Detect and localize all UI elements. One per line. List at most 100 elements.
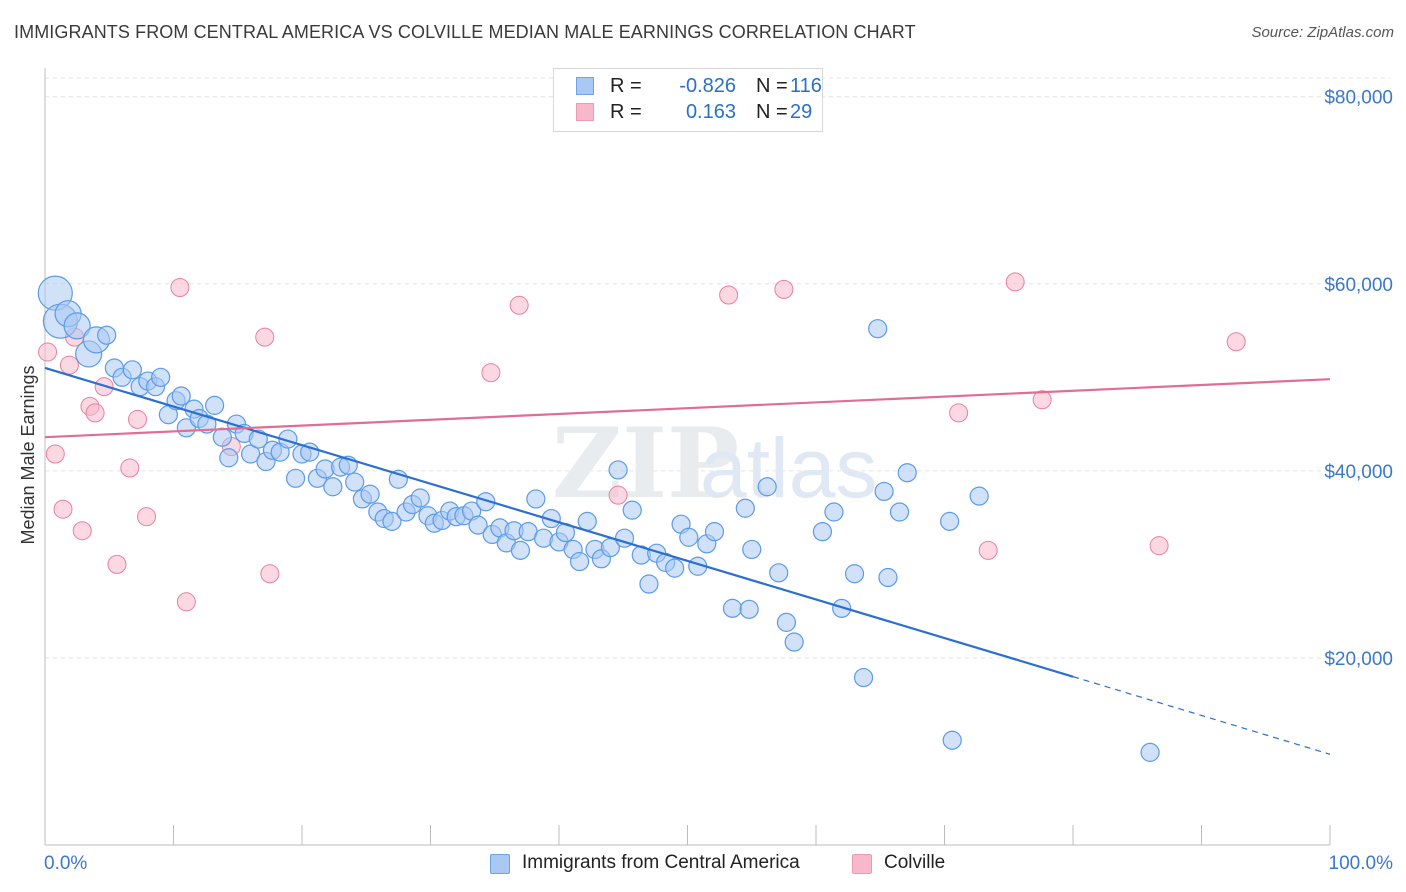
y-tick-label: $20,000 <box>1324 649 1393 670</box>
colville-point <box>260 564 280 584</box>
axis-labels: $20,000 $40,000 $60,000 $80,000 0.0% 100.0% Me… <box>18 88 1393 874</box>
legend-n-label: N = <box>756 101 788 123</box>
central-america-point <box>382 511 402 531</box>
central-america-point <box>345 472 365 492</box>
colville-trend <box>44 378 1331 439</box>
colville-point <box>1149 536 1169 556</box>
central-america-point <box>241 444 261 464</box>
colville-point <box>107 554 127 574</box>
central-america-point <box>722 598 743 618</box>
watermark-zip: ZIP <box>552 407 739 520</box>
central-america-point <box>844 564 865 584</box>
central-america-point <box>942 730 962 750</box>
central-america-point <box>476 492 496 512</box>
central-america-point <box>776 612 797 632</box>
colville-point <box>978 540 998 560</box>
central-america-trend <box>44 366 1074 678</box>
central-america-point <box>735 498 755 518</box>
y-tick-label: $60,000 <box>1324 275 1393 296</box>
colville-point <box>128 409 148 429</box>
legend-swatch-pink <box>852 854 872 874</box>
legend-r-label: R = <box>610 75 642 97</box>
colville-point <box>1032 390 1052 410</box>
legend-swatch-blue <box>490 854 510 874</box>
trend-lines <box>44 366 1331 755</box>
central-america-point <box>874 481 894 502</box>
central-america-point <box>969 486 989 506</box>
central-america-point <box>679 527 699 547</box>
colville-point <box>1226 332 1246 352</box>
central-america-point <box>360 484 380 504</box>
colville-point <box>509 295 529 315</box>
central-america-point <box>868 319 888 339</box>
central-america-point <box>897 463 917 483</box>
central-america-point <box>410 488 430 508</box>
watermark-atlas: atlas <box>700 421 877 515</box>
colville-point <box>481 363 501 383</box>
x-tick-label-end: 100.0% <box>1329 853 1394 874</box>
central-america-point <box>608 460 628 480</box>
central-america-point <box>248 429 268 449</box>
legend-r-value: -0.826 <box>679 75 736 97</box>
central-america-point <box>212 427 232 447</box>
central-america-point <box>824 502 844 522</box>
central-america-points <box>37 275 1160 762</box>
central-america-point <box>639 574 659 594</box>
colville-point <box>255 327 275 347</box>
legend-r-value: 0.163 <box>685 101 736 123</box>
central-america-point <box>323 477 343 497</box>
colville-point <box>38 342 58 362</box>
colville-point <box>1005 272 1025 292</box>
central-america-point <box>742 539 762 560</box>
central-america-point <box>205 395 225 415</box>
central-america-point <box>541 508 561 529</box>
central-america-point <box>526 489 546 509</box>
central-america-point <box>889 502 910 522</box>
colville-point <box>608 485 628 505</box>
x-tick-label-start: 0.0% <box>44 853 87 874</box>
source-label: Source: ZipAtlas.com <box>1251 24 1394 41</box>
chart-title: IMMIGRANTS FROM CENTRAL AMERICA VS COLVI… <box>14 22 916 42</box>
legend-n-value: 29 <box>790 101 813 123</box>
central-america-point <box>510 540 531 560</box>
central-america-point <box>622 500 642 520</box>
central-america-point <box>176 418 196 438</box>
central-america-point <box>878 567 898 588</box>
central-america-point <box>122 360 142 380</box>
colville-point <box>45 444 65 464</box>
central-america-point <box>853 667 874 688</box>
central-america-point <box>832 598 852 618</box>
y-tick-label: $80,000 <box>1324 88 1393 109</box>
legend-n-value: 116 <box>790 75 822 97</box>
legend-swatch-pink <box>576 103 594 121</box>
central-america-point <box>63 312 91 340</box>
central-america-point <box>757 477 777 497</box>
colville-point <box>137 507 157 527</box>
central-america-point <box>940 511 960 531</box>
y-tick-label: $40,000 <box>1324 462 1393 483</box>
central-america-point <box>569 551 590 572</box>
colville-point <box>85 403 105 423</box>
central-america-trend-extrapolated <box>1072 676 1331 755</box>
colville-point <box>170 278 190 298</box>
legend-swatch-blue <box>576 77 594 95</box>
central-america-point <box>468 515 488 535</box>
axes <box>44 68 1331 846</box>
central-america-point <box>812 522 833 542</box>
legend-r-label: R = <box>610 101 642 123</box>
central-america-point <box>739 599 759 619</box>
central-america-point <box>665 558 685 578</box>
y-axis-label: Median Male Earnings <box>18 365 38 544</box>
central-america-point <box>577 511 597 531</box>
central-america-point <box>1140 742 1160 762</box>
central-america-point <box>300 442 320 462</box>
central-america-point <box>285 468 306 488</box>
legend-label: Immigrants from Central America <box>522 852 800 873</box>
colville-point <box>120 458 140 478</box>
colville-point <box>53 499 73 519</box>
central-america-point <box>219 448 239 468</box>
central-america-point <box>151 367 171 387</box>
central-america-point <box>704 522 725 542</box>
